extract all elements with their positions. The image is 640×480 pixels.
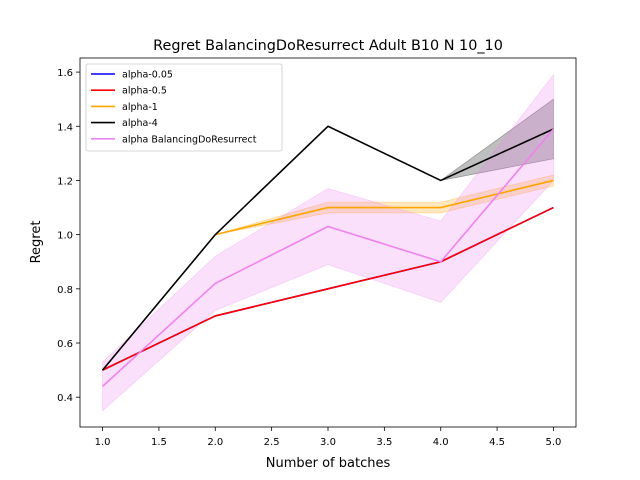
- series-line-alpha-1: [215, 179, 554, 236]
- y-tick-label: 1.4: [57, 122, 73, 133]
- series-line-alpha-4: [101, 125, 554, 371]
- x-tick-label: 1.5: [151, 437, 167, 448]
- x-axis: 1.0 1.5 2.0 2.5 3.0 3.5 4.0 4.5 5.0: [95, 427, 562, 448]
- x-tick-label: 3.0: [320, 437, 336, 448]
- x-tick-label: 2.0: [207, 437, 223, 448]
- x-tick-label: 5.0: [546, 437, 562, 448]
- plot-frame: [79, 57, 577, 428]
- y-axis: 0.4 0.6 0.8 1.0 1.2 1.4 1.6: [57, 68, 80, 404]
- legend-box: [85, 63, 283, 152]
- legend: alpha-0.05 alpha-0.5 alpha-1 alpha-4 alpha B…: [85, 63, 283, 152]
- x-tick-label: 4.0: [433, 437, 449, 448]
- x-tick-label: 2.5: [264, 437, 280, 448]
- x-axis-label: Number of batches: [266, 456, 391, 471]
- series-lines: [101, 125, 555, 387]
- x-tick-label: 3.5: [376, 437, 392, 448]
- x-tick-label: 1.0: [95, 437, 111, 448]
- y-tick-label: 1.2: [57, 176, 73, 187]
- y-axis-label: Regret: [29, 221, 44, 264]
- y-tick-label: 1.6: [57, 68, 73, 79]
- x-tick-label: 4.5: [489, 437, 505, 448]
- y-tick-label: 0.6: [57, 339, 73, 350]
- y-tick-label: 0.8: [57, 285, 73, 296]
- legend-label: alpha-0.5: [122, 86, 167, 97]
- legend-label: alpha-0.05: [122, 70, 173, 81]
- legend-label: alpha-1: [122, 102, 158, 113]
- chart-title: Regret BalancingDoResurrect Adult B10 N …: [153, 38, 503, 54]
- series-line-alpha-balancingdoresurrect: [102, 128, 555, 387]
- legend-label: alpha-4: [122, 118, 158, 129]
- legend-label: alpha BalancingDoResurrect: [122, 134, 257, 145]
- y-tick-label: 0.4: [57, 393, 73, 404]
- y-tick-label: 1.0: [57, 231, 73, 242]
- series-line-alpha-0.5: [102, 206, 554, 371]
